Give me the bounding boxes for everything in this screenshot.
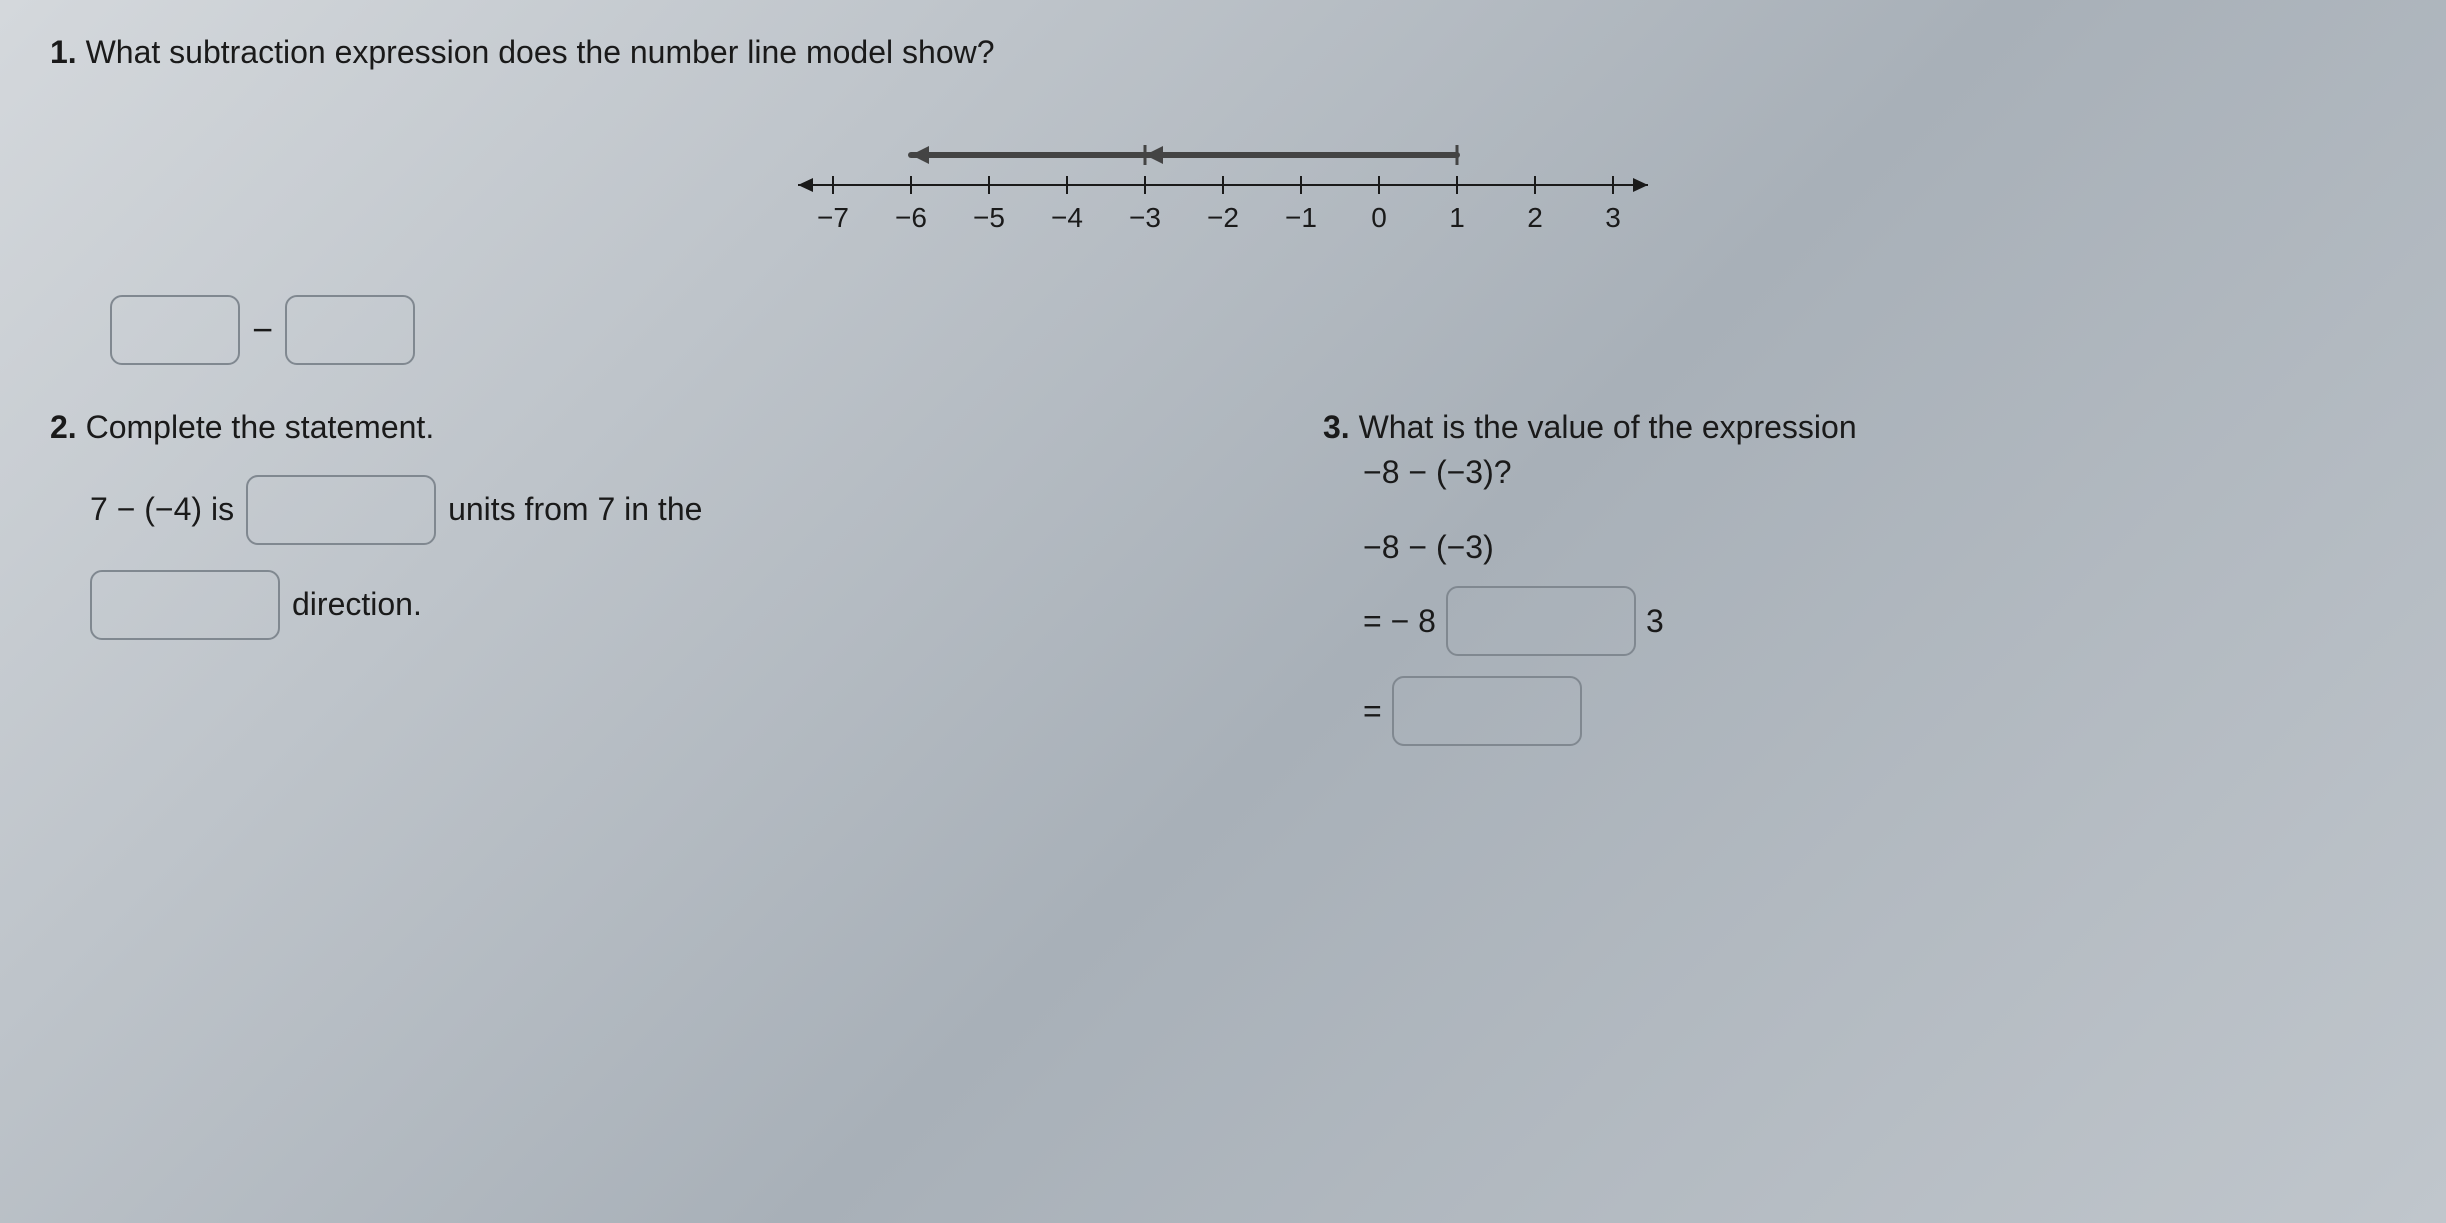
svg-text:−3: −3 (1129, 202, 1161, 233)
svg-text:0: 0 (1371, 202, 1387, 233)
q3-step3-pre: = (1363, 693, 1382, 730)
svg-text:−1: −1 (1285, 202, 1317, 233)
question-2: 2. Complete the statement. 7 − (−4) is u… (50, 405, 1123, 747)
q1-number: 1. (50, 34, 77, 70)
q2-blank-2[interactable] (90, 570, 280, 640)
q2-prompt-text: Complete the statement. (86, 409, 435, 445)
q3-prompt-l1: What is the value of the expression (1359, 409, 1857, 445)
svg-text:2: 2 (1527, 202, 1543, 233)
q2-prompt: 2. Complete the statement. (50, 405, 1123, 450)
question-1: 1. What subtraction expression does the … (50, 30, 2396, 365)
q2-line2-post: direction. (292, 586, 422, 623)
q3-prompt-l2: −8 − (−3)? (1363, 450, 1512, 495)
q1-minus: − (252, 309, 273, 351)
q2-line-1: 7 − (−4) is units from 7 in the (90, 475, 1123, 545)
svg-text:−5: −5 (973, 202, 1005, 233)
q3-step-2: = − 8 3 (1363, 586, 2396, 656)
q1-blank-1[interactable] (110, 295, 240, 365)
q3-step-3: = (1363, 676, 2396, 746)
q3-number: 3. (1323, 409, 1350, 445)
q3-step-1: −8 − (−3) (1363, 529, 2396, 566)
q3-blank-2[interactable] (1392, 676, 1582, 746)
q1-blank-2[interactable] (285, 295, 415, 365)
q1-prompt: 1. What subtraction expression does the … (50, 30, 2396, 75)
svg-text:−6: −6 (895, 202, 927, 233)
q2-blank-1[interactable] (246, 475, 436, 545)
q3-step2-pre: = − 8 (1363, 603, 1436, 640)
svg-text:−7: −7 (817, 202, 849, 233)
svg-text:1: 1 (1449, 202, 1465, 233)
svg-text:3: 3 (1605, 202, 1621, 233)
q1-answer-row: − (110, 295, 2396, 365)
svg-text:−2: −2 (1207, 202, 1239, 233)
q2-line-2: direction. (90, 570, 1123, 640)
question-3: 3. What is the value of the expression −… (1323, 405, 2396, 747)
numberline-diagram: −7 −6 −5 −4 −3 −2 −1 0 1 2 3 (773, 95, 1673, 245)
q2-line1-post: units from 7 in the (448, 491, 702, 528)
q1-prompt-text: What subtraction expression does the num… (86, 34, 995, 70)
q3-step1-text: −8 − (−3) (1363, 529, 1494, 566)
numberline-container: −7 −6 −5 −4 −3 −2 −1 0 1 2 3 (50, 95, 2396, 245)
q2-number: 2. (50, 409, 77, 445)
q2-line1-pre: 7 − (−4) is (90, 491, 234, 528)
q3-blank-1[interactable] (1446, 586, 1636, 656)
questions-2-3-row: 2. Complete the statement. 7 − (−4) is u… (50, 405, 2396, 747)
q3-step2-post: 3 (1646, 603, 1664, 640)
svg-text:−4: −4 (1051, 202, 1083, 233)
q3-prompt: 3. What is the value of the expression −… (1323, 405, 2396, 495)
